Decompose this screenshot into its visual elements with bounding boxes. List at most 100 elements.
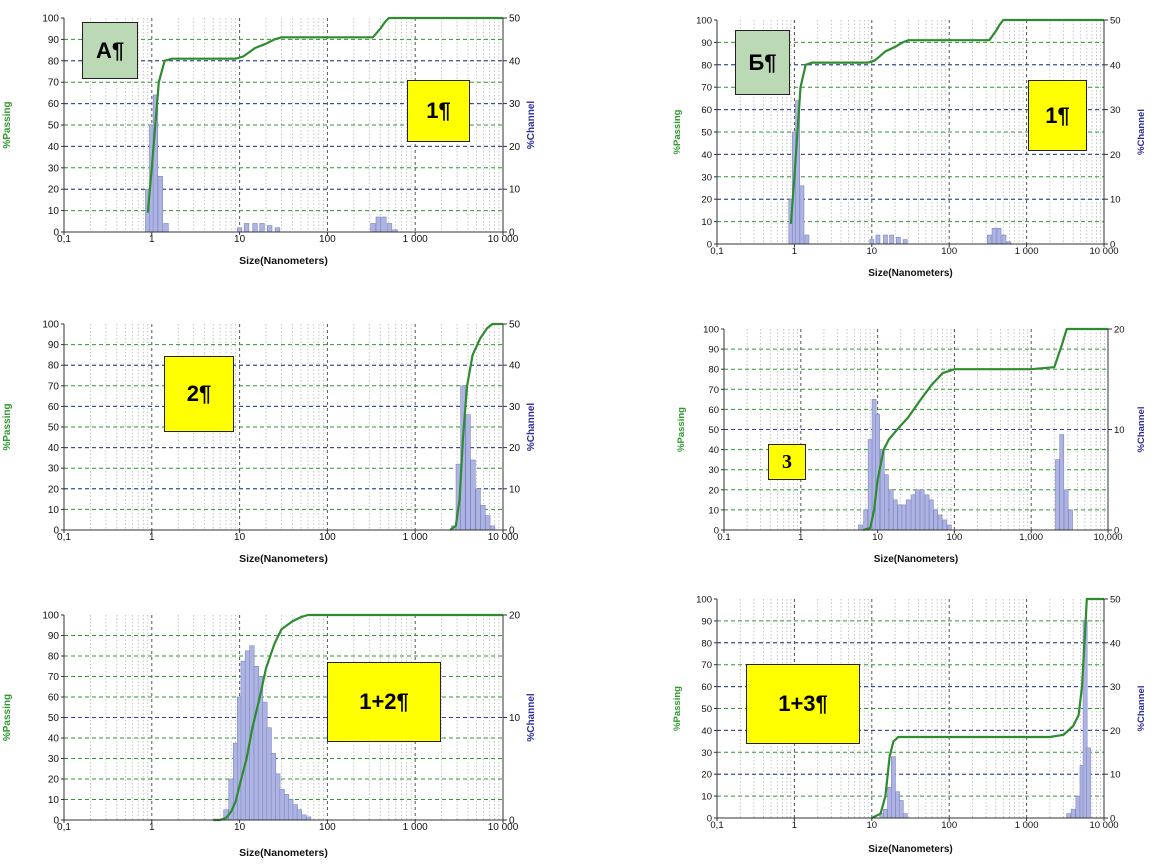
channel-bar [884,474,889,531]
channel-bar [895,236,901,245]
x-tick-label: 10 000 [1089,246,1118,257]
channel-bar [863,509,869,531]
channel-bar [905,499,911,531]
channel-bar [902,813,908,819]
y-tick-label-left: 30 [701,748,712,759]
channel-bar [275,773,281,821]
y-axis-title-channel: %Channel [526,403,537,452]
y-tick-label-right: 20 [1110,150,1121,161]
channel-bar [937,514,943,531]
channel-bar [1055,459,1060,531]
x-tick-label: 0,1 [57,532,71,543]
channel-bar [804,234,810,245]
x-tick-label: 10 [867,246,878,257]
x-axis-title: Size(Nanometers) [874,554,958,565]
passing-curve [146,16,503,213]
y-tick-label-right: 10 [1114,425,1125,436]
sample-label-1: 1¶ [407,80,470,142]
y-tick-label-right: 0 [1110,240,1115,251]
y-tick-label-right: 20 [1114,325,1125,336]
y-tick-label-left: 70 [48,78,60,89]
channel-bar [296,809,303,821]
y-tick-label-left: 60 [48,99,60,110]
y-axis-title-channel: %Channel [1136,686,1147,732]
y-axis-title-channel: %Channel [526,693,537,742]
x-tick-label: 1 [792,246,797,257]
y-tick-label-left: 60 [708,405,719,416]
channel-bar [243,223,250,233]
x-tick-label: 10 [234,234,246,245]
channel-bar [301,814,307,821]
y-tick-label-left: 0 [53,526,59,537]
channel-bar [883,808,888,819]
channel-bar [942,519,948,531]
y-tick-label-left: 20 [701,195,712,206]
y-tick-label-right: 10 [509,185,521,196]
x-tick-label: 100 [941,820,957,831]
y-tick-label-right: 40 [509,56,521,67]
channel-bar [375,216,381,233]
channel-bar [891,756,896,819]
y-tick-label-left: 80 [48,652,60,663]
panel-tag-b: Б¶ [735,30,790,95]
channel-bar [996,228,1002,245]
channel-bar [902,239,908,245]
y-tick-label-right: 30 [509,99,521,110]
y-tick-label-left: 0 [714,526,719,537]
channel-bar [381,216,387,233]
chart-svg: 0 10 20 30 40 50 60 70 80 90 100 0 10 20 30 40 50 0,1 1 10 1… [672,595,1147,856]
x-tick-label: 0,1 [710,820,723,831]
y-tick-label-left: 20 [708,485,719,496]
y-tick-label-right: 40 [1110,638,1121,649]
y-tick-label-left: 20 [48,185,60,196]
channel-bar [947,524,952,531]
channel-bar [252,223,258,233]
y-tick-label-left: 100 [703,325,719,336]
y-tick-label-right: 0 [509,816,515,827]
x-axis-title: Size(Nanometers) [868,268,952,279]
channel-bar [465,414,471,531]
channel-bar [1068,509,1073,531]
y-tick-label-right: 10 [509,713,521,724]
channel-bar [858,524,863,531]
y-tick-label-right: 50 [1110,16,1121,27]
y-tick-label-left: 100 [696,16,712,27]
y-axis-title-passing: %Passing [2,694,13,741]
y-tick-label-right: 40 [1110,60,1121,71]
passing-curve [871,597,1104,819]
y-tick-label-left: 60 [48,402,60,413]
y-tick-label-left: 100 [42,611,59,622]
chart-panel-13: 0 10 20 30 40 50 60 70 80 90 100 0 10 20 30 40 50 0,1 1 10 1… [672,588,1150,867]
y-axis-title-channel: %Channel [1136,109,1147,155]
channel-bar [1063,489,1069,531]
channel-bar [1070,808,1076,819]
channel-bar [986,234,992,245]
y-tick-label-left: 60 [701,682,712,693]
x-tick-label: 100 [319,532,336,543]
x-tick-label: 10 000 [488,532,519,543]
y-tick-label-left: 90 [48,340,60,351]
y-tick-label-left: 50 [708,425,719,436]
x-tick-label: 100 [946,532,962,543]
x-tick-label: 100 [941,246,957,257]
channel-bar [915,489,920,531]
x-tick-label: 0,1 [57,822,71,833]
y-tick-label-left: 70 [701,660,712,671]
x-tick-label: 1 000 [1015,246,1039,257]
y-tick-label-left: 100 [696,595,712,606]
x-tick-label: 10 [234,822,246,833]
channel-bar [157,176,163,233]
y-tick-label-left: 10 [701,217,712,228]
x-tick-label: 1 [149,532,155,543]
channel-bar [901,504,907,531]
y-tick-label-right: 10 [1110,195,1121,206]
channel-bar [875,234,881,245]
y-tick-label-left: 80 [701,638,712,649]
channel-bar [1001,234,1007,245]
y-tick-label-left: 30 [701,172,712,183]
y-axis-title-passing: %Passing [672,109,683,154]
y-tick-label-left: 100 [42,320,59,331]
chart-svg: 0 10 20 30 40 50 60 70 80 90 100 0 10 20 0.1 1 10 100 1,00… [676,325,1147,566]
sample-label-1-2: 1+2¶ [327,662,441,742]
channel-bar [1066,813,1072,819]
